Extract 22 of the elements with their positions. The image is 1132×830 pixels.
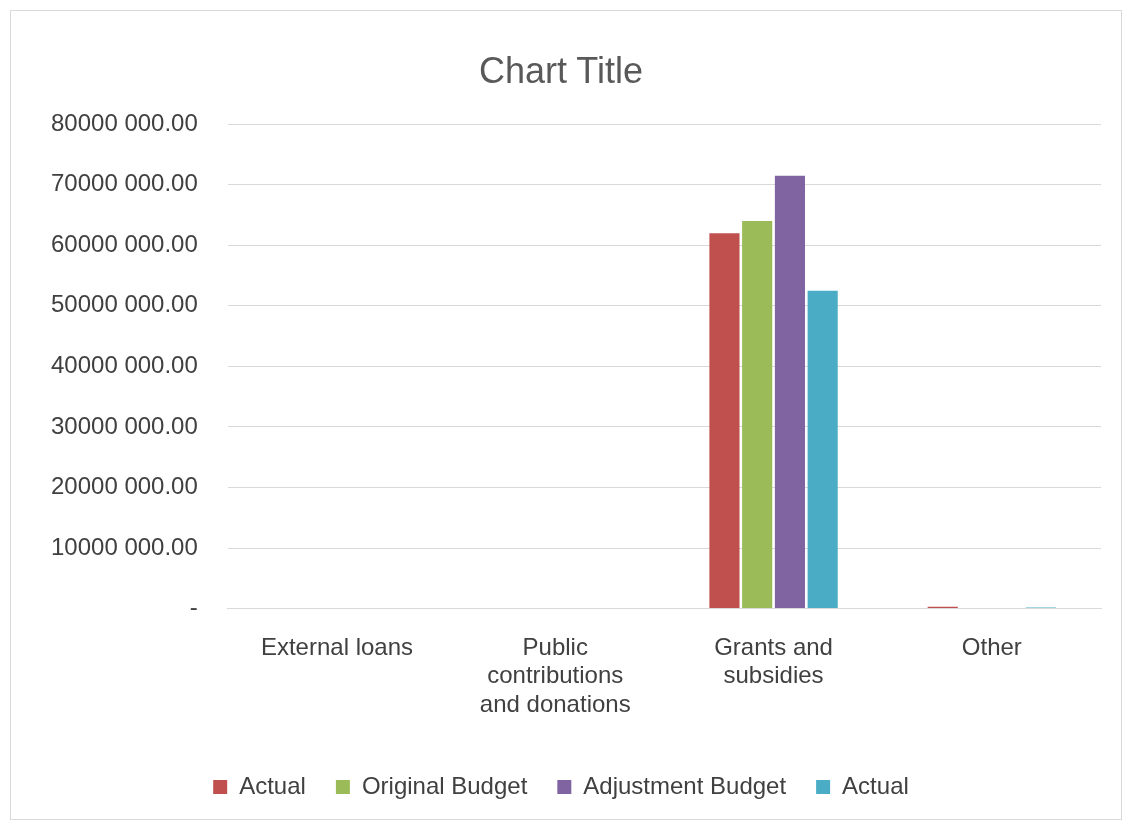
y-tick-label: 70000 000.00: [51, 169, 198, 197]
legend-label: Actual: [842, 771, 909, 799]
y-tick-label: 10000 000.00: [51, 532, 198, 560]
x-tick-label: Other: [961, 632, 1022, 660]
bar: [709, 233, 740, 609]
y-tick-label: 60000 000.00: [51, 229, 198, 257]
y-tick-label: 30000 000.00: [51, 411, 198, 439]
x-tick-label: Public contributions and donations: [479, 632, 631, 718]
y-tick-label: -: [189, 593, 198, 621]
y-tick-label: 80000 000.00: [51, 108, 198, 136]
legend-label: Actual: [239, 771, 306, 799]
bar: [742, 221, 773, 609]
legend-label: Adjustment Budget: [583, 771, 787, 799]
chart-title: Chart Title: [478, 49, 644, 91]
legend-label: Original Budget: [361, 771, 528, 799]
y-tick-label: 50000 000.00: [51, 290, 198, 318]
y-tick-label: 40000 000.00: [51, 351, 198, 379]
bar: [774, 175, 805, 609]
x-tick-label: External loans: [260, 632, 414, 660]
x-tick-label: Grants and subsidies: [714, 632, 833, 689]
bar: [807, 290, 838, 609]
y-tick-label: 20000 000.00: [51, 472, 198, 500]
